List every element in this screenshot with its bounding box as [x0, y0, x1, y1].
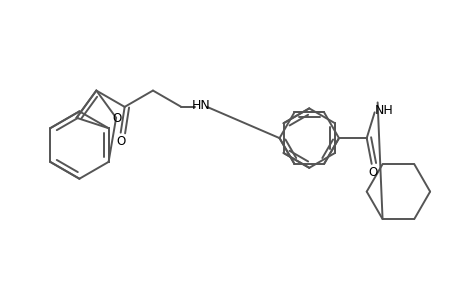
Text: NH: NH: [375, 104, 393, 117]
Text: HN: HN: [191, 99, 210, 112]
Text: O: O: [112, 112, 122, 125]
Text: O: O: [116, 135, 125, 148]
Text: O: O: [367, 166, 376, 179]
